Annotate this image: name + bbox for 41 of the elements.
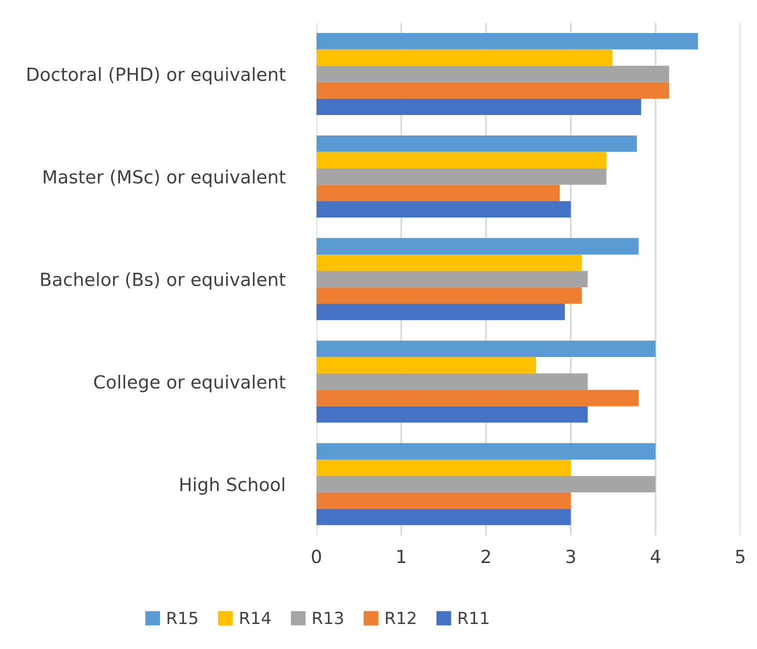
bar bbox=[316, 508, 571, 526]
bar bbox=[316, 270, 588, 288]
x-tick-label: 0 bbox=[312, 550, 321, 564]
bar bbox=[316, 287, 582, 304]
y-tick-label: High School bbox=[180, 477, 284, 495]
bar bbox=[316, 443, 656, 460]
bar bbox=[316, 373, 588, 390]
bar bbox=[316, 476, 656, 492]
bar bbox=[316, 254, 582, 271]
y-tick-label: College or equivalent bbox=[94, 374, 286, 392]
bar bbox=[316, 184, 560, 202]
y-tick-label: Master (MSc) or equivalent bbox=[44, 170, 286, 188]
bar bbox=[316, 201, 571, 218]
bar bbox=[316, 82, 670, 99]
x-tick-label: 5 bbox=[736, 550, 745, 564]
legend-label: R15 bbox=[168, 612, 198, 624]
bar bbox=[316, 304, 565, 320]
x-tick-label: 2 bbox=[482, 550, 490, 564]
bar bbox=[316, 238, 639, 254]
bar bbox=[316, 32, 698, 50]
bar bbox=[316, 136, 637, 152]
bar bbox=[316, 49, 612, 66]
bar bbox=[316, 340, 656, 357]
bar bbox=[316, 168, 606, 185]
bar bbox=[316, 492, 571, 509]
x-tick-label: 1 bbox=[397, 550, 406, 564]
bar bbox=[316, 357, 536, 374]
bar bbox=[316, 152, 606, 168]
bar bbox=[316, 98, 642, 116]
legend-label: R13 bbox=[313, 612, 343, 624]
bar bbox=[316, 66, 670, 82]
y-tick-label: Bachelor (Bs) or equivalent bbox=[41, 272, 286, 290]
x-tick-label: 4 bbox=[650, 550, 660, 564]
x-tick-label: 3 bbox=[566, 550, 576, 564]
legend-label: R11 bbox=[458, 612, 488, 624]
y-tick-label: Doctoral (PHD) or equivalent bbox=[28, 67, 286, 85]
bar bbox=[316, 390, 639, 406]
bar bbox=[316, 460, 571, 476]
legend-label: R12 bbox=[386, 612, 416, 624]
bar bbox=[316, 406, 588, 423]
legend-label: R14 bbox=[240, 612, 271, 624]
